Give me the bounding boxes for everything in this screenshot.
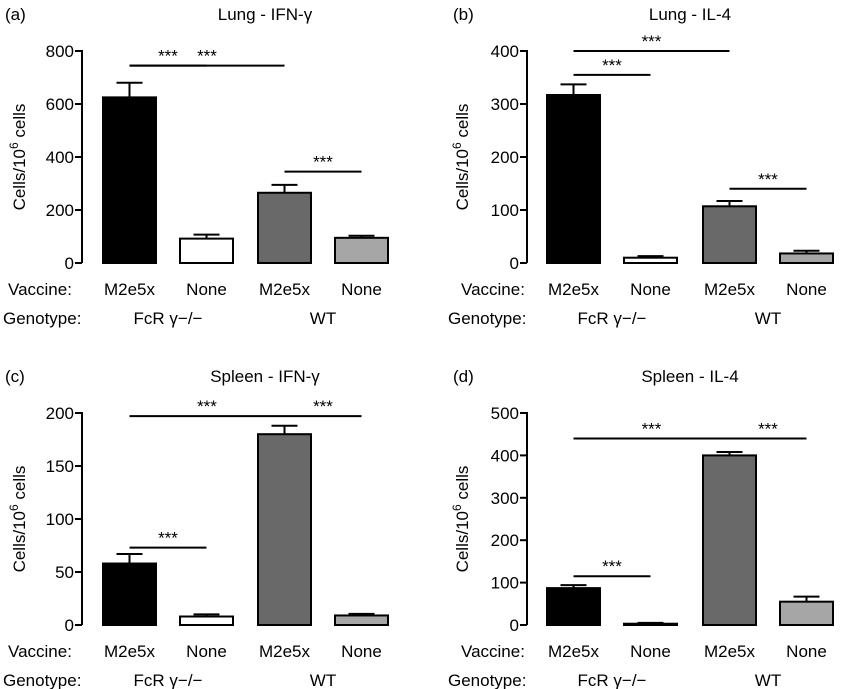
significance-label: *** [197, 47, 217, 66]
significance-label: *** [158, 529, 178, 548]
genotype-row-header: Genotype: [448, 671, 526, 689]
chart-title: Lung - IFN-γ [218, 5, 313, 24]
significance-label: *** [642, 32, 662, 51]
significance-label: *** [602, 557, 622, 576]
significance-label: *** [313, 153, 333, 172]
panel-label: (a) [5, 5, 26, 24]
y-tick-label: 300 [491, 489, 519, 508]
significance-label: *** [642, 419, 662, 438]
chart-panel-a: (a) Lung - IFN-γ 0 200 400 600 800 Cells/106 ce… [3, 5, 389, 328]
genotype-row-header: Genotype: [3, 309, 81, 328]
genotype-row-header: Genotype: [3, 671, 81, 689]
bar-2 [623, 256, 678, 265]
bar-1 [102, 562, 157, 627]
bar-1 [102, 96, 157, 264]
y-tick-label: 300 [491, 95, 519, 114]
y-tick-label: 200 [491, 148, 519, 167]
genotype-label: FcR γ−/− [578, 309, 647, 328]
genotype-label: FcR γ−/− [134, 671, 203, 689]
panel-label: (b) [453, 5, 474, 24]
x-category-label: M2e5x [259, 642, 311, 661]
y-axis-label: Cells/106 cells [7, 104, 29, 211]
chart-panel-c: (c) Spleen - IFN-γ 0 50 100 150 200 Cells/106 c… [3, 367, 389, 689]
y-tick-label: 200 [46, 201, 74, 220]
bar-1 [546, 93, 601, 264]
y-tick-label: 400 [491, 446, 519, 465]
chart-title: Lung - IL-4 [649, 5, 731, 24]
bar-3 [702, 454, 757, 626]
y-tick-label: 800 [46, 42, 74, 61]
x-category-label: M2e5x [104, 642, 156, 661]
bar-3 [702, 205, 757, 264]
y-tick-label: 50 [55, 563, 74, 582]
y-tick-label: 200 [491, 531, 519, 550]
y-tick-label: 0 [510, 616, 519, 635]
y-axis-label: Cells/106 cells [450, 104, 472, 211]
y-tick-label: 0 [65, 254, 74, 273]
genotype-label: FcR γ−/− [134, 309, 203, 328]
bar-2 [179, 237, 234, 264]
chart-title: Spleen - IL-4 [641, 367, 738, 386]
y-tick-label: 150 [46, 457, 74, 476]
chart-panel-b: (b) Lung - IL-4 0 100 200 300 400 Cells/106 cel… [448, 5, 834, 328]
x-category-label: M2e5x [104, 280, 156, 299]
y-tick-label: 100 [491, 574, 519, 593]
x-category-label: None [186, 642, 227, 661]
y-tick-label: 0 [65, 616, 74, 635]
x-category-label: M2e5x [548, 642, 600, 661]
y-tick-label: 100 [491, 201, 519, 220]
bar-2 [623, 622, 678, 627]
x-category-label: None [341, 642, 382, 661]
y-axis-label: Cells/106 cells [7, 466, 29, 573]
bar-4 [334, 614, 389, 627]
bar-3 [257, 433, 312, 627]
significance-label: *** [758, 419, 778, 438]
significance-label: *** [758, 170, 778, 189]
x-category-label: M2e5x [704, 280, 756, 299]
y-tick-label: 400 [46, 148, 74, 167]
genotype-label: WT [310, 309, 336, 328]
vaccine-row-header: Vaccine: [461, 280, 525, 299]
bar-4 [779, 600, 834, 626]
x-category-label: M2e5x [704, 642, 756, 661]
bar-2 [179, 615, 234, 627]
x-category-label: None [186, 280, 227, 299]
bar-4 [334, 236, 389, 264]
panel-label: (c) [5, 367, 25, 386]
vaccine-row-header: Vaccine: [461, 642, 525, 661]
x-category-label: None [630, 642, 671, 661]
y-tick-label: 100 [46, 510, 74, 529]
significance-label: *** [197, 397, 217, 416]
significance-label: *** [158, 47, 178, 66]
genotype-row-header: Genotype: [448, 309, 526, 328]
chart-panel-d: (d) Spleen - IL-4 0 100 200 300 400 500 Cells/10… [448, 367, 834, 689]
chart-title: Spleen - IFN-γ [210, 367, 320, 386]
vaccine-row-header: Vaccine: [8, 642, 72, 661]
x-category-label: None [341, 280, 382, 299]
x-category-label: M2e5x [548, 280, 600, 299]
panel-label: (d) [453, 367, 474, 386]
bar-3 [257, 191, 312, 264]
bar-4 [779, 252, 834, 265]
y-tick-label: 0 [510, 254, 519, 273]
y-tick-label: 500 [491, 404, 519, 423]
x-category-label: M2e5x [259, 280, 311, 299]
bar-1 [546, 587, 601, 626]
vaccine-row-header: Vaccine: [8, 280, 72, 299]
significance-label: *** [313, 397, 333, 416]
x-category-label: None [630, 280, 671, 299]
genotype-label: WT [310, 671, 336, 689]
y-tick-label: 400 [491, 42, 519, 61]
x-category-label: None [786, 280, 827, 299]
significance-label: *** [602, 56, 622, 75]
y-tick-label: 600 [46, 95, 74, 114]
x-category-label: None [786, 642, 827, 661]
genotype-label: WT [755, 671, 781, 689]
genotype-label: FcR γ−/− [578, 671, 647, 689]
genotype-label: WT [755, 309, 781, 328]
y-tick-label: 200 [46, 404, 74, 423]
y-axis-label: Cells/106 cells [450, 466, 472, 573]
